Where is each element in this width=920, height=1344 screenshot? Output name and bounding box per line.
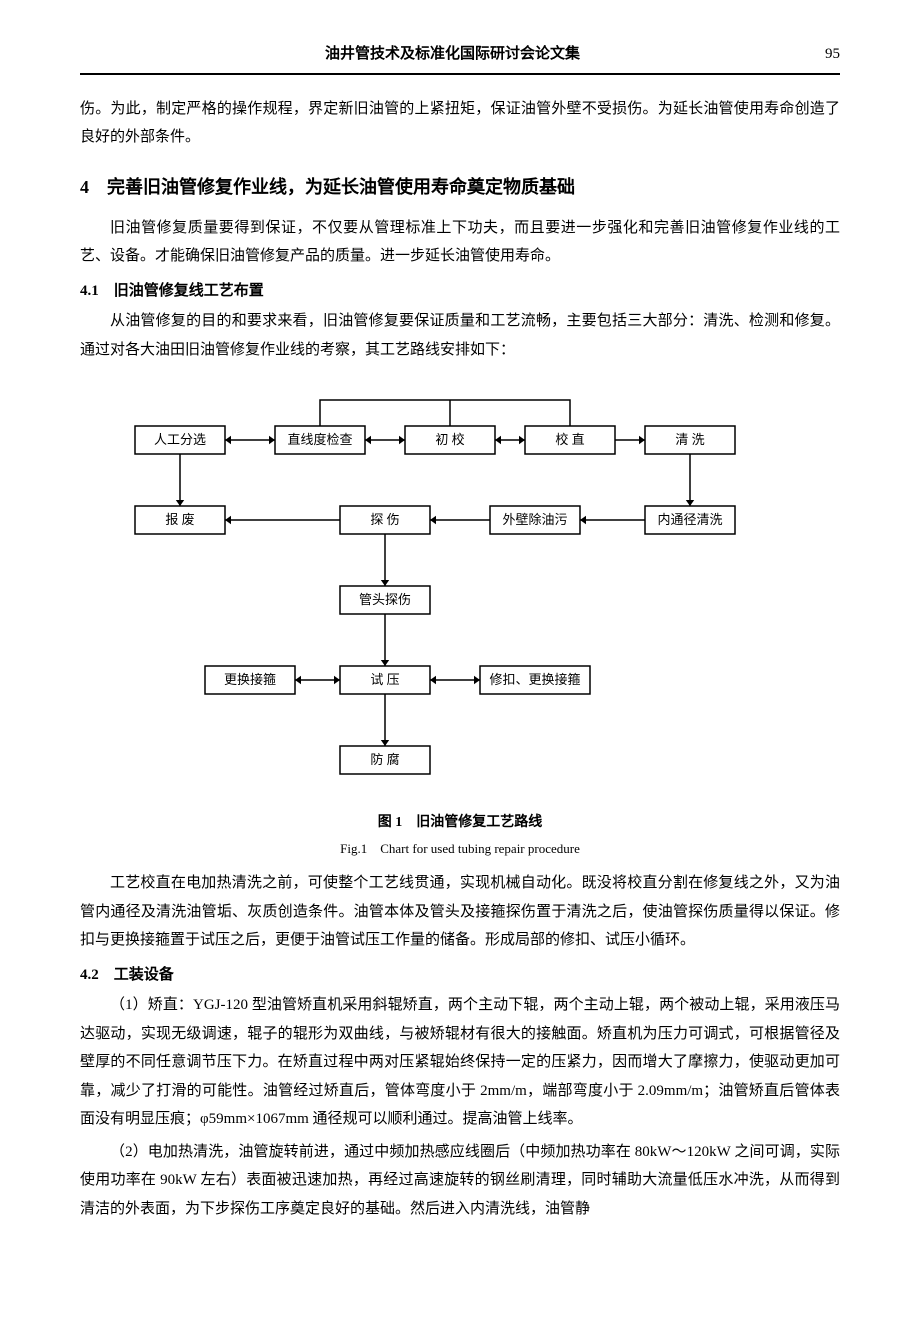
svg-text:防 腐: 防 腐 — [370, 752, 399, 767]
svg-text:外壁除油污: 外壁除油污 — [502, 512, 567, 527]
svg-text:更换接箍: 更换接箍 — [224, 672, 276, 687]
after-figure-paragraph: 工艺校直在电加热清洗之前，可使整个工艺线贯通，实现机械自动化。既没将校直分割在修… — [80, 869, 840, 955]
figure-1: 人工分选 直线度检查 初 校 校 直 清 洗报 废 探 伤 外壁除油污 内通径清洗管头探伤更换… — [80, 380, 840, 861]
flowchart-svg: 人工分选 直线度检查 初 校 校 直 清 洗报 废 探 伤 外壁除油污 内通径清洗管头探伤更换… — [120, 380, 800, 800]
intro-paragraph: 伤。为此，制定严格的操作规程，界定新旧油管的上紧扭矩，保证油管外壁不受损伤。为延… — [80, 95, 840, 152]
svg-text:直线度检查: 直线度检查 — [287, 432, 352, 447]
svg-text:人工分选: 人工分选 — [154, 432, 206, 447]
svg-text:校 直: 校 直 — [555, 432, 584, 447]
subsection-4-1-p1: 从油管修复的目的和要求来看，旧油管修复要保证质量和工艺流畅，主要包括三大部分：清… — [80, 307, 840, 364]
svg-text:探 伤: 探 伤 — [370, 512, 399, 527]
subsection-4-1-title: 4.1 旧油管修复线工艺布置 — [80, 277, 840, 306]
page-header: 油井管技术及标准化国际研讨会论文集 95 — [80, 40, 840, 75]
svg-text:管头探伤: 管头探伤 — [359, 592, 411, 607]
svg-text:清 洗: 清 洗 — [675, 432, 704, 447]
svg-text:报 废: 报 废 — [165, 512, 194, 527]
figure-1-caption-cn: 图 1 旧油管修复工艺路线 — [80, 810, 840, 837]
subsection-4-2-title: 4.2 工装设备 — [80, 961, 840, 990]
figure-1-caption-en: Fig.1 Chart for used tubing repair proce… — [80, 837, 840, 862]
svg-text:内通径清洗: 内通径清洗 — [657, 512, 722, 527]
svg-text:修扣、更换接箍: 修扣、更换接箍 — [489, 672, 580, 687]
header-title: 油井管技术及标准化国际研讨会论文集 — [325, 40, 580, 69]
svg-text:初 校: 初 校 — [435, 432, 464, 447]
subsection-4-2-p1: （1）矫直：YGJ-120 型油管矫直机采用斜辊矫直，两个主动下辊，两个主动上辊… — [80, 991, 840, 1134]
svg-text:试 压: 试 压 — [370, 672, 399, 687]
section-4-heading: 4 完善旧油管修复作业线，为延长油管使用寿命奠定物质基础 — [80, 170, 840, 204]
subsection-4-2-p2: （2）电加热清洗，油管旋转前进，通过中频加热感应线圈后（中频加热功率在 80kW… — [80, 1138, 840, 1224]
section-4-p1: 旧油管修复质量要得到保证，不仅要从管理标准上下功夫，而且要进一步强化和完善旧油管… — [80, 214, 840, 271]
page-number: 95 — [825, 40, 840, 69]
